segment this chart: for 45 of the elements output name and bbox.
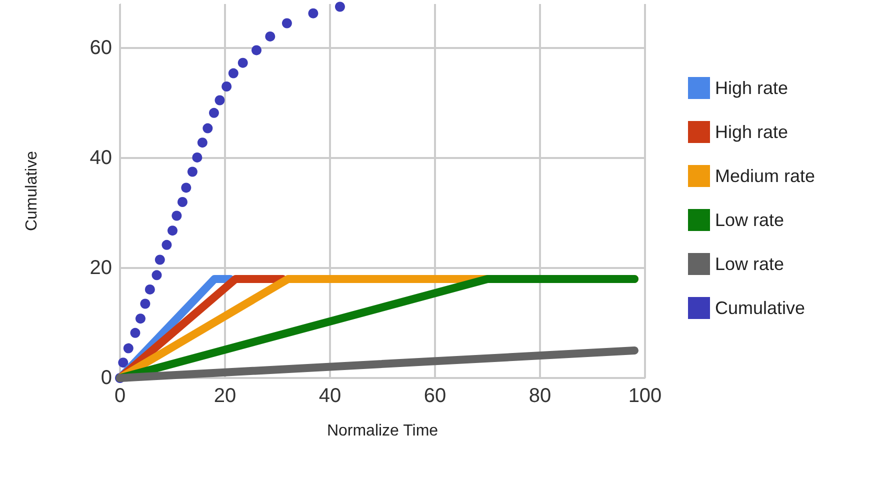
point (123, 343, 134, 354)
point (282, 18, 292, 28)
point (154, 254, 165, 265)
y-axis-title: Cumulative (24, 150, 40, 232)
point (197, 138, 208, 148)
point (228, 68, 238, 78)
legend-label: Low rate (715, 254, 784, 274)
legend-label: Medium rate (715, 166, 816, 186)
point (265, 31, 276, 42)
point (177, 197, 188, 207)
y-tick-label: 0 (100, 367, 112, 389)
point (238, 58, 248, 68)
point (140, 298, 150, 309)
point (187, 166, 198, 177)
y-tick-label: 20 (90, 257, 112, 279)
point (130, 328, 140, 338)
point (308, 8, 318, 18)
x-axis-title: Normalize Time (326, 422, 438, 440)
legend-label: High rate (715, 78, 788, 98)
point (222, 82, 232, 92)
point (172, 210, 182, 221)
point (135, 314, 146, 324)
point (214, 95, 225, 106)
y-tick-label: 60 (90, 37, 112, 59)
point (202, 123, 213, 134)
point (192, 152, 202, 162)
point (144, 284, 155, 294)
point (168, 226, 178, 236)
y-tick-label: 40 (90, 147, 112, 169)
point (181, 182, 192, 193)
legend-label: Low rate (715, 210, 784, 230)
point (252, 45, 262, 56)
point (334, 2, 345, 12)
x-tick-label: 20 (214, 385, 236, 407)
x-tick-label: 60 (424, 385, 446, 407)
point (152, 270, 162, 280)
point (118, 358, 128, 368)
legend-label: Cumulative (715, 298, 806, 318)
point (162, 240, 172, 250)
point (208, 108, 219, 118)
x-tick-label: 0 (114, 385, 126, 407)
x-tick-label: 80 (528, 385, 552, 407)
legend-label: High rate (715, 122, 788, 142)
x-tick-label: 100 (628, 385, 662, 407)
x-tick-label: 40 (318, 385, 342, 407)
